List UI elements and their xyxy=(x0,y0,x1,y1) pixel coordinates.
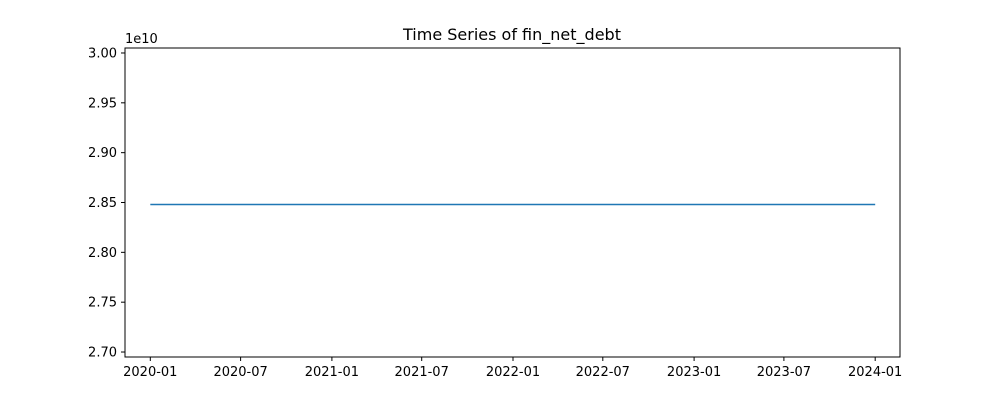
x-tick-label: 2020-07 xyxy=(213,365,267,380)
x-tick-label: 2020-01 xyxy=(123,365,177,380)
x-tick-label: 2023-07 xyxy=(757,365,811,380)
y-tick-label: 2.80 xyxy=(88,246,117,261)
x-tick-label: 2021-07 xyxy=(395,365,449,380)
axes-frame xyxy=(124,47,901,358)
x-tick-label: 2023-01 xyxy=(667,365,721,380)
y-tick-label: 3.00 xyxy=(88,46,117,61)
y-tick-label: 2.95 xyxy=(88,96,117,111)
x-tick-label: 2022-07 xyxy=(576,365,630,380)
x-tick-label: 2022-01 xyxy=(486,365,540,380)
y-tick-label: 2.90 xyxy=(88,146,117,161)
x-tick-label: 2024-01 xyxy=(848,365,902,380)
chart-title: Time Series of fin_net_debt xyxy=(402,25,621,45)
y-tick-label: 2.75 xyxy=(88,296,117,311)
y-axis-offset-label: 1e10 xyxy=(125,32,158,47)
plot-area: 2020-01 2020-07 2021-01 2021-07 2022-01 2022-… xyxy=(88,46,902,380)
y-tick-label: 2.85 xyxy=(88,196,117,211)
x-tick-label: 2021-01 xyxy=(305,365,359,380)
y-tick-label: 2.70 xyxy=(88,346,117,361)
